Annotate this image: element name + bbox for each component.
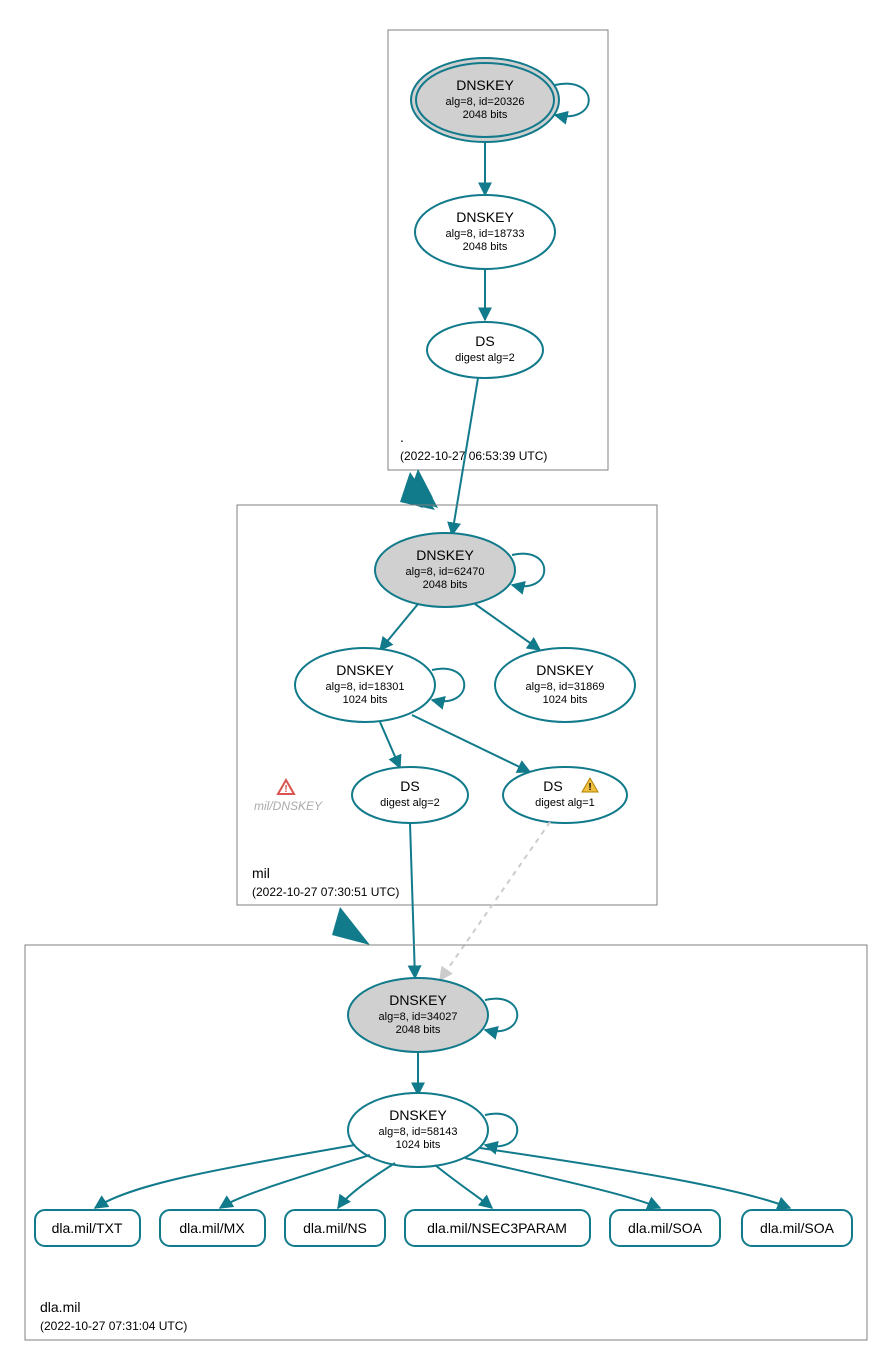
svg-text:dla.mil/NS: dla.mil/NS <box>303 1220 367 1236</box>
zone-dla-timestamp: (2022-10-27 07:31:04 UTC) <box>40 1319 187 1333</box>
edge-mil-zsk1-ds2 <box>412 715 530 772</box>
zone-arrow-mil-dla <box>332 907 370 945</box>
record-nsec3param: dla.mil/NSEC3PARAM <box>405 1210 590 1246</box>
record-mx: dla.mil/MX <box>160 1210 265 1246</box>
edge-mil-ds1-dla-ksk <box>410 823 415 978</box>
node-mil-ksk: DNSKEY alg=8, id=62470 2048 bits <box>375 533 515 607</box>
svg-text:2048 bits: 2048 bits <box>463 109 508 121</box>
zone-root-label: . <box>400 429 404 445</box>
svg-text:DNSKEY: DNSKEY <box>536 662 594 678</box>
record-ns: dla.mil/NS <box>285 1210 385 1246</box>
svg-text:2048 bits: 2048 bits <box>423 579 468 591</box>
svg-text:digest alg=1: digest alg=1 <box>535 797 595 809</box>
svg-text:digest alg=2: digest alg=2 <box>455 352 515 364</box>
svg-text:!: ! <box>284 784 287 795</box>
svg-text:1024 bits: 1024 bits <box>543 694 588 706</box>
zone-root-timestamp: (2022-10-27 06:53:39 UTC) <box>400 449 547 463</box>
node-mil-ds1: DS digest alg=2 <box>352 767 468 823</box>
svg-text:dla.mil/TXT: dla.mil/TXT <box>52 1220 123 1236</box>
edge-zsk-r5 <box>465 1158 660 1208</box>
zone-mil-timestamp: (2022-10-27 07:30:51 UTC) <box>252 885 399 899</box>
edge-root-ksk-self <box>555 84 589 117</box>
edge-mil-ds2-dla-ksk <box>440 822 550 980</box>
node-dla-ksk: DNSKEY alg=8, id=34027 2048 bits <box>348 978 488 1052</box>
node-root-zsk: DNSKEY alg=8, id=18733 2048 bits <box>415 195 555 269</box>
edge-mil-zsk1-self <box>432 669 464 702</box>
edge-zsk-r1 <box>95 1145 355 1208</box>
svg-text:dla.mil/SOA: dla.mil/SOA <box>760 1220 835 1236</box>
edge-zsk-r3 <box>338 1163 395 1208</box>
svg-text:alg=8, id=62470: alg=8, id=62470 <box>406 566 485 578</box>
node-root-ksk: DNSKEY alg=8, id=20326 2048 bits <box>411 58 559 142</box>
svg-text:!: ! <box>588 782 591 793</box>
edge-mil-ksk-zsk2 <box>475 604 540 650</box>
zone-dla-label: dla.mil <box>40 1299 80 1315</box>
zone-mil-label: mil <box>252 865 270 881</box>
svg-text:alg=8, id=34027: alg=8, id=34027 <box>379 1011 458 1023</box>
record-soa2: dla.mil/SOA <box>742 1210 852 1246</box>
svg-text:DS: DS <box>543 778 562 794</box>
node-mil-ds2: DS digest alg=1 ! <box>503 767 627 823</box>
edge-dla-ksk-self <box>485 999 517 1032</box>
svg-text:DS: DS <box>400 778 419 794</box>
svg-text:digest alg=2: digest alg=2 <box>380 797 440 809</box>
edge-mil-ksk-zsk1 <box>380 604 418 650</box>
svg-text:mil/DNSKEY: mil/DNSKEY <box>254 799 323 813</box>
dnssec-diagram: . (2022-10-27 06:53:39 UTC) DNSKEY alg=8… <box>10 10 872 1343</box>
edge-zsk-r2 <box>220 1155 370 1208</box>
edge-dla-zsk-self <box>485 1114 517 1147</box>
svg-text:2048 bits: 2048 bits <box>463 241 508 253</box>
svg-text:1024 bits: 1024 bits <box>396 1139 441 1151</box>
svg-text:DS: DS <box>475 333 494 349</box>
svg-text:alg=8, id=58143: alg=8, id=58143 <box>379 1126 458 1138</box>
svg-text:DNSKEY: DNSKEY <box>336 662 394 678</box>
svg-text:2048 bits: 2048 bits <box>396 1024 441 1036</box>
svg-text:dla.mil/SOA: dla.mil/SOA <box>628 1220 703 1236</box>
svg-text:1024 bits: 1024 bits <box>343 694 388 706</box>
svg-text:DNSKEY: DNSKEY <box>456 77 514 93</box>
svg-text:DNSKEY: DNSKEY <box>389 1107 447 1123</box>
node-mil-zsk1: DNSKEY alg=8, id=18301 1024 bits <box>295 648 435 722</box>
node-mil-zsk2: DNSKEY alg=8, id=31869 1024 bits <box>495 648 635 722</box>
svg-text:dla.mil/NSEC3PARAM: dla.mil/NSEC3PARAM <box>427 1220 567 1236</box>
svg-text:alg=8, id=18301: alg=8, id=18301 <box>326 681 405 693</box>
svg-text:alg=8, id=20326: alg=8, id=20326 <box>446 96 525 108</box>
record-txt: dla.mil/TXT <box>35 1210 140 1246</box>
svg-text:DNSKEY: DNSKEY <box>389 992 447 1008</box>
svg-text:dla.mil/MX: dla.mil/MX <box>179 1220 245 1236</box>
edge-zsk-r4 <box>435 1165 492 1208</box>
svg-text:DNSKEY: DNSKEY <box>456 209 514 225</box>
node-root-ds: DS digest alg=2 <box>427 322 543 378</box>
warning-red-icon: ! <box>278 780 294 795</box>
edge-mil-zsk1-ds1 <box>380 722 400 768</box>
record-soa1: dla.mil/SOA <box>610 1210 720 1246</box>
svg-text:alg=8, id=18733: alg=8, id=18733 <box>446 228 525 240</box>
node-mil-phantom: ! mil/DNSKEY <box>254 780 323 813</box>
svg-text:DNSKEY: DNSKEY <box>416 547 474 563</box>
svg-text:alg=8, id=31869: alg=8, id=31869 <box>526 681 605 693</box>
edge-mil-ksk-self <box>512 554 544 587</box>
